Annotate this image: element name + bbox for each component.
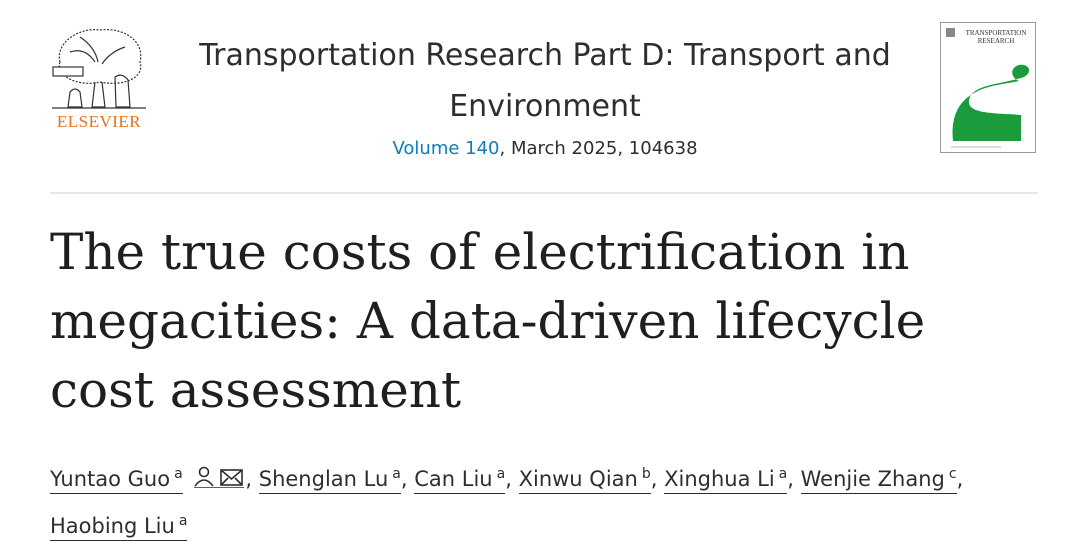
journal-title[interactable]: Transportation Research Part D: Transpor… (199, 38, 891, 124)
author-name: Yuntao Guo (50, 467, 171, 491)
author-name: Wenjie Zhang (800, 467, 945, 491)
author-name: Xinghua Li (664, 467, 775, 491)
author-name: Can Liu (414, 467, 493, 491)
journal-cover[interactable]: TRANSPORTATION RESEARCH (940, 22, 1036, 153)
author-separator: , (245, 467, 253, 491)
author-link[interactable]: Xinwu Qian b (518, 466, 651, 494)
author-link[interactable]: Yuntao Guo a (50, 466, 183, 494)
article-title: The true costs of electrification in meg… (50, 223, 926, 419)
author-affiliation: b (641, 466, 651, 482)
publisher-logo (52, 29, 146, 109)
cover-art (946, 28, 1030, 148)
author-affiliation: a (178, 513, 188, 529)
author-separator: , (787, 467, 794, 491)
author-link[interactable]: Haobing Liu a (50, 513, 188, 541)
issue-info: , March 2025, 104638 (499, 138, 698, 159)
cover-title: TRANSPORTATION RESEARCH (965, 29, 1027, 45)
author-link[interactable]: Can Liu a (414, 466, 506, 494)
author-link[interactable]: Shenglan Lu a (258, 466, 401, 494)
author-name: Haobing Liu (50, 514, 175, 538)
author-affiliation: c (948, 466, 957, 482)
author-affiliation: a (778, 466, 788, 482)
volume-link[interactable]: Volume 140 (392, 138, 500, 159)
author-separator: , (505, 467, 512, 491)
author-affiliation: a (392, 466, 401, 482)
author-affiliation: a (496, 466, 506, 482)
author-separator: , (956, 467, 964, 491)
divider (50, 192, 1038, 194)
author-name: Xinwu Qian (518, 467, 638, 491)
volume-line: Volume 140, March 2025, 104638 (160, 138, 930, 159)
author-icons[interactable] (193, 461, 245, 501)
author-name: Shenglan Lu (258, 467, 389, 491)
author-link[interactable]: Xinghua Li a (664, 466, 788, 494)
author-affiliation: a (174, 466, 183, 482)
author-list: Yuntao Guo a , Shenglan Lu a, Can Liu a, Xi… (50, 454, 1050, 546)
author-separator: , (650, 467, 658, 491)
publisher-name: ELSEVIER (56, 112, 142, 131)
author-link[interactable]: Wenjie Zhang c (800, 466, 957, 494)
author-separator: , (400, 467, 408, 491)
person-mail-icons (194, 466, 245, 489)
